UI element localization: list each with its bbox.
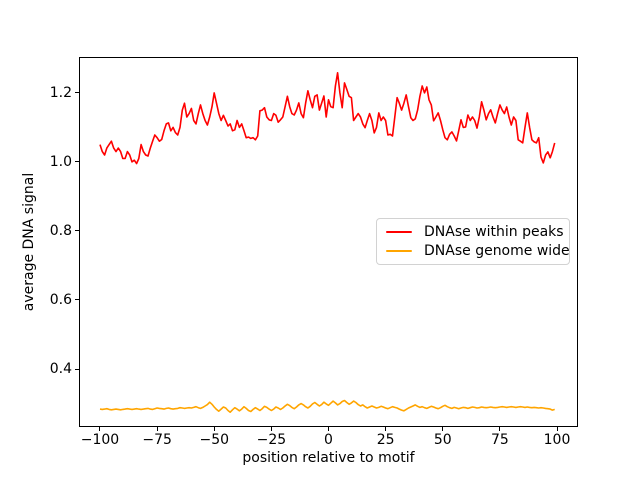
x-tick-label: −75 xyxy=(142,432,172,448)
x-tick-label: 0 xyxy=(324,432,333,448)
legend-label: DNAse genome wide xyxy=(424,242,570,259)
x-tick-label: −25 xyxy=(256,432,287,448)
y-tick-label: 0.4 xyxy=(49,361,72,378)
x-tick-mark xyxy=(156,427,158,431)
series-line-dnase-genome-wide xyxy=(99,399,555,414)
y-tick-label: 1.0 xyxy=(49,153,72,170)
y-tick-mark xyxy=(75,230,79,232)
x-tick-mark xyxy=(213,427,215,431)
x-axis-label: position relative to motif xyxy=(242,450,415,466)
plot-area xyxy=(79,57,578,427)
y-tick-mark xyxy=(75,368,79,370)
x-tick-label: −50 xyxy=(199,432,230,448)
x-tick-label: −100 xyxy=(80,432,120,448)
y-axis-label: average DNA signal xyxy=(21,172,37,312)
x-tick-label: 50 xyxy=(433,432,452,448)
series-line-dnase-within-peaks xyxy=(99,72,556,165)
y-tick-mark xyxy=(75,299,79,301)
y-tick-mark xyxy=(75,161,79,163)
legend-item-dnase-genome-wide: DNAse genome wide xyxy=(382,242,570,261)
x-tick-mark xyxy=(499,427,501,431)
plot-canvas xyxy=(99,72,556,414)
x-tick-label: 100 xyxy=(543,432,571,448)
x-tick-mark xyxy=(385,427,387,431)
x-tick-mark xyxy=(442,427,444,431)
x-tick-mark xyxy=(99,427,101,431)
y-tick-label: 0.8 xyxy=(49,222,72,239)
x-tick-mark xyxy=(556,427,558,431)
legend-line-swatch-red xyxy=(386,231,412,234)
legend-label: DNAse within peaks xyxy=(424,224,564,241)
x-tick-mark xyxy=(270,427,272,431)
x-tick-mark xyxy=(328,427,329,431)
y-tick-label: 1.2 xyxy=(49,84,72,101)
y-tick-mark xyxy=(75,92,79,94)
legend-item-dnase-within-peaks: DNAse within peaks xyxy=(382,223,564,242)
legend-line-swatch-orange xyxy=(386,249,412,252)
x-tick-label: 25 xyxy=(376,432,395,448)
legend: DNAse within peaks DNAse genome wide xyxy=(376,218,570,265)
y-tick-label: 0.6 xyxy=(49,291,72,308)
x-tick-label: 75 xyxy=(490,432,509,448)
